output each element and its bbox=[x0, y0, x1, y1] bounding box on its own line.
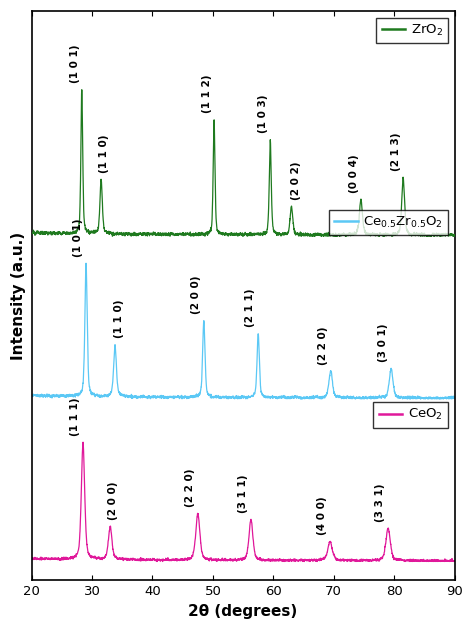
Text: (1 1 1): (1 1 1) bbox=[70, 397, 80, 436]
X-axis label: 2θ (degrees): 2θ (degrees) bbox=[189, 604, 298, 619]
Text: (2 0 0): (2 0 0) bbox=[191, 275, 201, 314]
Text: (3 1 1): (3 1 1) bbox=[238, 474, 248, 513]
Text: (2 2 0): (2 2 0) bbox=[318, 326, 328, 365]
Text: (1 1 0): (1 1 0) bbox=[114, 300, 124, 338]
Text: (2 1 3): (2 1 3) bbox=[391, 133, 401, 171]
Legend: CeO$_2$: CeO$_2$ bbox=[374, 402, 448, 428]
Text: (3 3 1): (3 3 1) bbox=[375, 483, 385, 522]
Text: (1 0 3): (1 0 3) bbox=[258, 94, 268, 133]
Text: (1 1 2): (1 1 2) bbox=[202, 75, 212, 113]
Text: (0 0 4): (0 0 4) bbox=[349, 154, 359, 193]
Text: (4 0 0): (4 0 0) bbox=[317, 496, 327, 536]
Text: (1 0 1): (1 0 1) bbox=[73, 218, 83, 257]
Text: (1 0 1): (1 0 1) bbox=[70, 45, 80, 83]
Text: (2 2 0): (2 2 0) bbox=[185, 469, 195, 507]
Y-axis label: Intensity (a.u.): Intensity (a.u.) bbox=[11, 232, 26, 360]
Text: (1 1 0): (1 1 0) bbox=[99, 135, 109, 173]
Text: (2 0 0): (2 0 0) bbox=[108, 481, 118, 520]
Text: (3 0 1): (3 0 1) bbox=[378, 323, 388, 362]
Text: (2 0 2): (2 0 2) bbox=[291, 161, 301, 200]
Text: (2 1 1): (2 1 1) bbox=[246, 289, 255, 327]
